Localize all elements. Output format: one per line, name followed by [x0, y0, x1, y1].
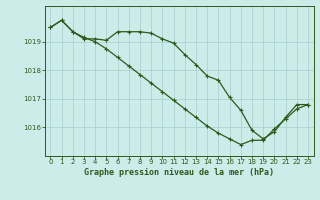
X-axis label: Graphe pression niveau de la mer (hPa): Graphe pression niveau de la mer (hPa) — [84, 168, 274, 177]
